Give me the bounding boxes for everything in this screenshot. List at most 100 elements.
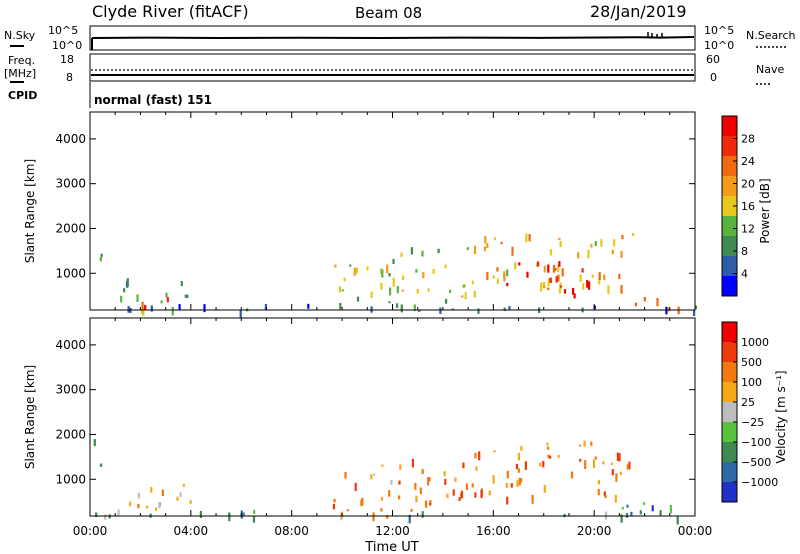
colorbar-tick-label: 25 <box>741 396 755 409</box>
velocity-colorbar-label: Velocity [m s⁻¹] <box>774 370 788 463</box>
station-title: Clyde River (fitACF) <box>92 2 249 21</box>
echo-cell <box>413 304 416 312</box>
echo-cell <box>483 246 487 252</box>
echo-cell <box>462 284 465 288</box>
echo-cell <box>611 249 614 255</box>
y-tick-label: 3000 <box>55 383 86 397</box>
echo-cell <box>415 269 418 273</box>
echo-cell <box>355 267 358 274</box>
x-tick-label: 16:00 <box>476 524 511 538</box>
velocity-y-axis: 1000 2000 3000 4000 <box>55 338 695 486</box>
echo-cell <box>361 499 364 506</box>
echo-cell <box>178 304 181 311</box>
echo-cell <box>667 307 671 312</box>
velocity-ylabel: Slant Range [km] <box>23 365 37 469</box>
echo-cell <box>610 462 613 465</box>
echo-cell <box>639 510 642 515</box>
echo-cell <box>547 264 550 273</box>
y-tick-label: 3000 <box>55 177 86 191</box>
echo-cell <box>396 303 399 308</box>
echo-cell <box>388 490 391 497</box>
nave-tick-bottom: 0 <box>710 71 717 84</box>
echo-cell <box>339 303 342 310</box>
nave-label: Nave <box>756 63 784 76</box>
echo-cell <box>493 237 497 241</box>
echo-cell <box>632 233 635 237</box>
echo-cell <box>659 510 662 517</box>
echo-cell <box>508 306 511 310</box>
echo-cell <box>518 262 521 266</box>
echo-cell <box>526 271 529 278</box>
colorbar-tick-label: 12 <box>741 223 755 236</box>
echo-cell <box>581 268 584 273</box>
y-tick-label: 4000 <box>55 338 86 352</box>
colorbar-tick-label: 8 <box>741 245 748 258</box>
echo-cell <box>228 513 231 522</box>
echo-cell <box>669 505 672 514</box>
colorbar-tick-label: 4 <box>741 268 748 281</box>
echo-cell <box>474 453 477 459</box>
nsky-tick-bottom: 10^0 <box>52 39 82 52</box>
colorbar-segment <box>722 216 737 237</box>
x-tick-label: 00:00 <box>678 524 713 538</box>
echo-cell <box>460 490 464 499</box>
echo-cell <box>388 301 391 304</box>
echo-cell <box>516 480 519 487</box>
echo-cell <box>421 511 424 518</box>
nsky-panel: N.Sky 10^5 10^0 10^5 10^0 N.Search <box>4 24 796 52</box>
power-frame <box>89 111 696 311</box>
colorbar-tick-label: 500 <box>741 356 762 369</box>
echo-cell <box>370 474 373 480</box>
echo-cell <box>446 493 449 499</box>
echo-cell <box>582 283 585 290</box>
power-ylabel: Slant Range [km] <box>23 159 37 263</box>
echo-cell <box>506 496 509 505</box>
freq-panel: Freq. [MHz] 18 8 60 0 Nave <box>4 53 784 85</box>
echo-cell <box>398 480 401 485</box>
echo-cell <box>484 236 487 244</box>
echo-cell <box>388 273 391 277</box>
echo-cell <box>597 489 600 496</box>
echo-cell <box>333 498 336 503</box>
echo-cell <box>379 268 383 274</box>
echo-cell <box>401 289 404 292</box>
echo-cell <box>370 291 373 299</box>
echo-cell <box>492 475 495 484</box>
echo-cell <box>418 309 421 312</box>
echo-cell <box>410 508 413 512</box>
echo-cell <box>466 247 469 250</box>
colorbar-segment <box>722 156 737 177</box>
echo-cell <box>427 477 430 486</box>
echo-cell <box>590 441 593 446</box>
echo-cell <box>465 483 468 490</box>
freq-tick-bottom: 8 <box>66 71 73 84</box>
colorbar-segment <box>722 256 737 277</box>
echo-cell <box>506 269 509 277</box>
echo-cell <box>611 469 614 476</box>
echo-cell <box>549 249 552 256</box>
echo-cell <box>572 287 575 295</box>
echo-cell <box>473 245 477 255</box>
echo-cell <box>619 471 622 475</box>
velocity-colorbar: 1000 500 100 25 −25 −100 −500 −1000 <box>721 321 778 503</box>
echo-cell <box>620 251 623 258</box>
echo-cell <box>614 494 617 503</box>
echo-cell <box>180 281 183 287</box>
echo-cell <box>398 495 401 500</box>
echo-cell <box>480 490 483 499</box>
colorbar-segment <box>722 236 737 257</box>
echo-cell <box>390 480 393 485</box>
echo-cell <box>158 502 161 509</box>
echo-cell <box>618 453 621 462</box>
echo-cell <box>486 272 489 280</box>
x-tick-label: 20:00 <box>577 524 612 538</box>
echo-cell <box>603 274 606 281</box>
colorbar-segment <box>722 176 737 197</box>
echo-cell <box>381 464 384 467</box>
colorbar-segment <box>722 342 737 363</box>
echo-cell <box>643 502 646 505</box>
echo-cell <box>471 280 474 285</box>
echo-cell <box>474 492 477 498</box>
echo-cell <box>179 492 182 497</box>
echo-cell <box>590 243 593 248</box>
